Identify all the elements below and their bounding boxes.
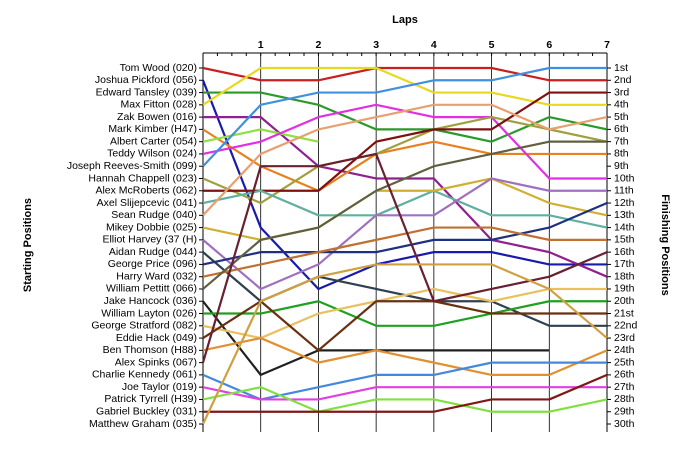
legend-label: Teddy Wilson (024) — [107, 148, 197, 160]
y2-tick-label: 1st — [614, 62, 628, 74]
legend-label: Alex Spinks (067) — [115, 356, 197, 368]
y-axis-title: Starting Positions — [22, 198, 34, 292]
y2-tick-label: 3rd — [614, 86, 629, 98]
series-line — [202, 103, 608, 217]
series-line — [203, 91, 607, 192]
y2-tick-label: 2nd — [614, 74, 632, 86]
series-line — [201, 152, 608, 363]
series-line — [203, 300, 607, 327]
series-line — [202, 361, 607, 401]
legend-label: Joe Taylor (019) — [122, 381, 197, 393]
y2-tick-label: 17th — [614, 258, 635, 270]
x-tick-label: 3 — [373, 39, 379, 51]
legend-label: Albert Carter (054) — [110, 135, 197, 147]
y2-tick-label: 4th — [614, 99, 629, 111]
legend-label: Jake Hancock (036) — [104, 295, 197, 307]
y2-tick-label: 15th — [614, 234, 635, 246]
legend-label: Ben Thomson (H88) — [103, 344, 197, 356]
legend-label: Tom Wood (020) — [120, 62, 197, 74]
y2-tick-label: 16th — [614, 246, 635, 258]
series-line — [203, 373, 608, 413]
legend-label: Harry Ward (032) — [116, 270, 197, 282]
legend-label: Alex McRoberts (062) — [95, 185, 197, 197]
y2-tick-label: 18th — [614, 270, 635, 282]
legend-label: Mark Kimber (H47) — [108, 123, 197, 135]
series-line — [202, 386, 608, 413]
legend-label: William Pettitt (066) — [106, 283, 197, 295]
y2-tick-label: 27th — [614, 381, 635, 393]
y2-tick-label: 22nd — [614, 320, 638, 332]
series-line — [202, 336, 608, 376]
legend-label: Patrick Tyrrell (H39) — [104, 393, 197, 405]
y2-tick-label: 24th — [614, 344, 635, 356]
series-line — [202, 386, 607, 401]
series-line — [202, 66, 607, 167]
x-tick-label: 6 — [546, 39, 552, 51]
y2-tick-label: 12th — [614, 197, 635, 209]
y2-tick-label: 5th — [614, 111, 629, 123]
legend-label: Hannah Chappell (023) — [88, 172, 197, 184]
legend-label: Max Fitton (028) — [121, 99, 197, 111]
y2-tick-label: 9th — [614, 160, 629, 172]
legend-label: William Layton (026) — [101, 307, 197, 319]
legend-label: Gabriel Buckley (031) — [96, 406, 197, 418]
legend-label: Zak Bowen (016) — [117, 111, 197, 123]
x-tick-label: 7 — [604, 39, 610, 51]
x-tick-label: 4 — [431, 39, 437, 51]
y2-tick-label: 14th — [614, 221, 635, 233]
y2-axis-title: Finishing Positions — [659, 194, 671, 295]
legend-label: Sean Rudge (040) — [111, 209, 197, 221]
y2-tick-label: 7th — [614, 135, 629, 147]
y2-tick-label: 29th — [614, 406, 635, 418]
series-line — [202, 287, 607, 340]
y2-tick-label: 26th — [614, 369, 635, 381]
x-tick-label: 1 — [258, 39, 264, 51]
y2-tick-label: 23rd — [614, 332, 635, 344]
legend-label: Eddie Hack (049) — [116, 332, 197, 344]
legend-label: Elliot Harvey (37 (H) — [102, 234, 197, 246]
legend-label: Aidan Rudge (044) — [109, 246, 197, 258]
y2-tick-label: 28th — [614, 393, 635, 405]
y2-tick-label: 8th — [614, 148, 629, 160]
series-line — [202, 300, 607, 352]
y2-tick-label: 21st — [614, 307, 634, 319]
legend-label: Charlie Kennedy (061) — [92, 369, 197, 381]
series-line — [202, 226, 607, 278]
x-tick-label: 5 — [489, 39, 495, 51]
series-line — [202, 140, 607, 290]
series-line — [202, 202, 608, 266]
series-line — [202, 66, 607, 82]
chart-title: Laps — [392, 14, 418, 26]
y2-tick-label: 20th — [614, 295, 635, 307]
y2-tick-label: 19th — [614, 283, 635, 295]
legend-label: Joseph Reeves-Smith (099) — [67, 160, 197, 172]
legend-label: Axel Slijepcevic (041) — [97, 197, 197, 209]
legend-label: Mikey Dobbie (025) — [106, 221, 197, 233]
legend-label: George Stratford (082) — [91, 320, 197, 332]
x-tick-label: 2 — [316, 39, 322, 51]
y2-tick-label: 6th — [614, 123, 629, 135]
y2-tick-label: 25th — [614, 356, 635, 368]
y2-tick-label: 10th — [614, 172, 635, 184]
y2-tick-label: 13th — [614, 209, 635, 221]
series-line — [202, 177, 607, 291]
legend-label: Edward Tansley (039) — [96, 86, 197, 98]
series-line — [202, 263, 608, 425]
series-line — [202, 116, 608, 205]
series-line — [202, 189, 608, 229]
y2-tick-label: 11th — [614, 185, 634, 197]
y2-tick-label: 30th — [614, 418, 635, 430]
legend-label: Matthew Graham (035) — [89, 418, 197, 430]
legend-label: George Price (096) — [108, 258, 197, 270]
series-line — [203, 91, 608, 143]
series-line — [202, 128, 607, 192]
series-line — [202, 66, 607, 106]
legend-label: Joshua Pickford (056) — [95, 74, 197, 86]
